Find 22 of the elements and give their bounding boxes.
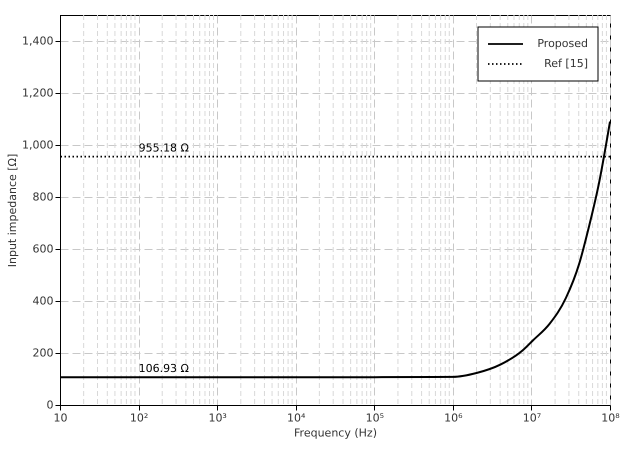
- y-tick-label: 0: [46, 398, 54, 412]
- y-tick-label: 1,200: [22, 86, 54, 100]
- y-tick-label: 1,400: [22, 34, 54, 48]
- x-axis-title: Frequency (Hz): [294, 426, 377, 440]
- legend-label: Proposed: [537, 37, 588, 50]
- x-tick-label: 10⁴: [287, 412, 306, 424]
- x-tick-label: 10²: [130, 412, 148, 424]
- annotation: 955.18 Ω: [138, 142, 189, 155]
- y-tick-label: 600: [32, 242, 54, 256]
- x-tick-label: 10⁸: [601, 412, 620, 424]
- x-tick-label: 10: [54, 412, 68, 424]
- y-tick-label: 1,000: [22, 138, 54, 152]
- annotation: 106.93 Ω: [138, 362, 189, 376]
- x-tick-label: 10⁷: [522, 412, 542, 424]
- y-axis-title: Input impedance [Ω]: [6, 154, 20, 268]
- x-tick-label: 10³: [208, 412, 227, 424]
- y-tick-label: 800: [32, 190, 54, 204]
- x-tick-label: 10⁶: [444, 412, 464, 424]
- y-tick-label: 200: [32, 346, 54, 360]
- y-tick-label: 400: [32, 294, 54, 308]
- x-tick-label: 10⁵: [366, 412, 384, 424]
- legend-label: Ref [15]: [544, 57, 588, 70]
